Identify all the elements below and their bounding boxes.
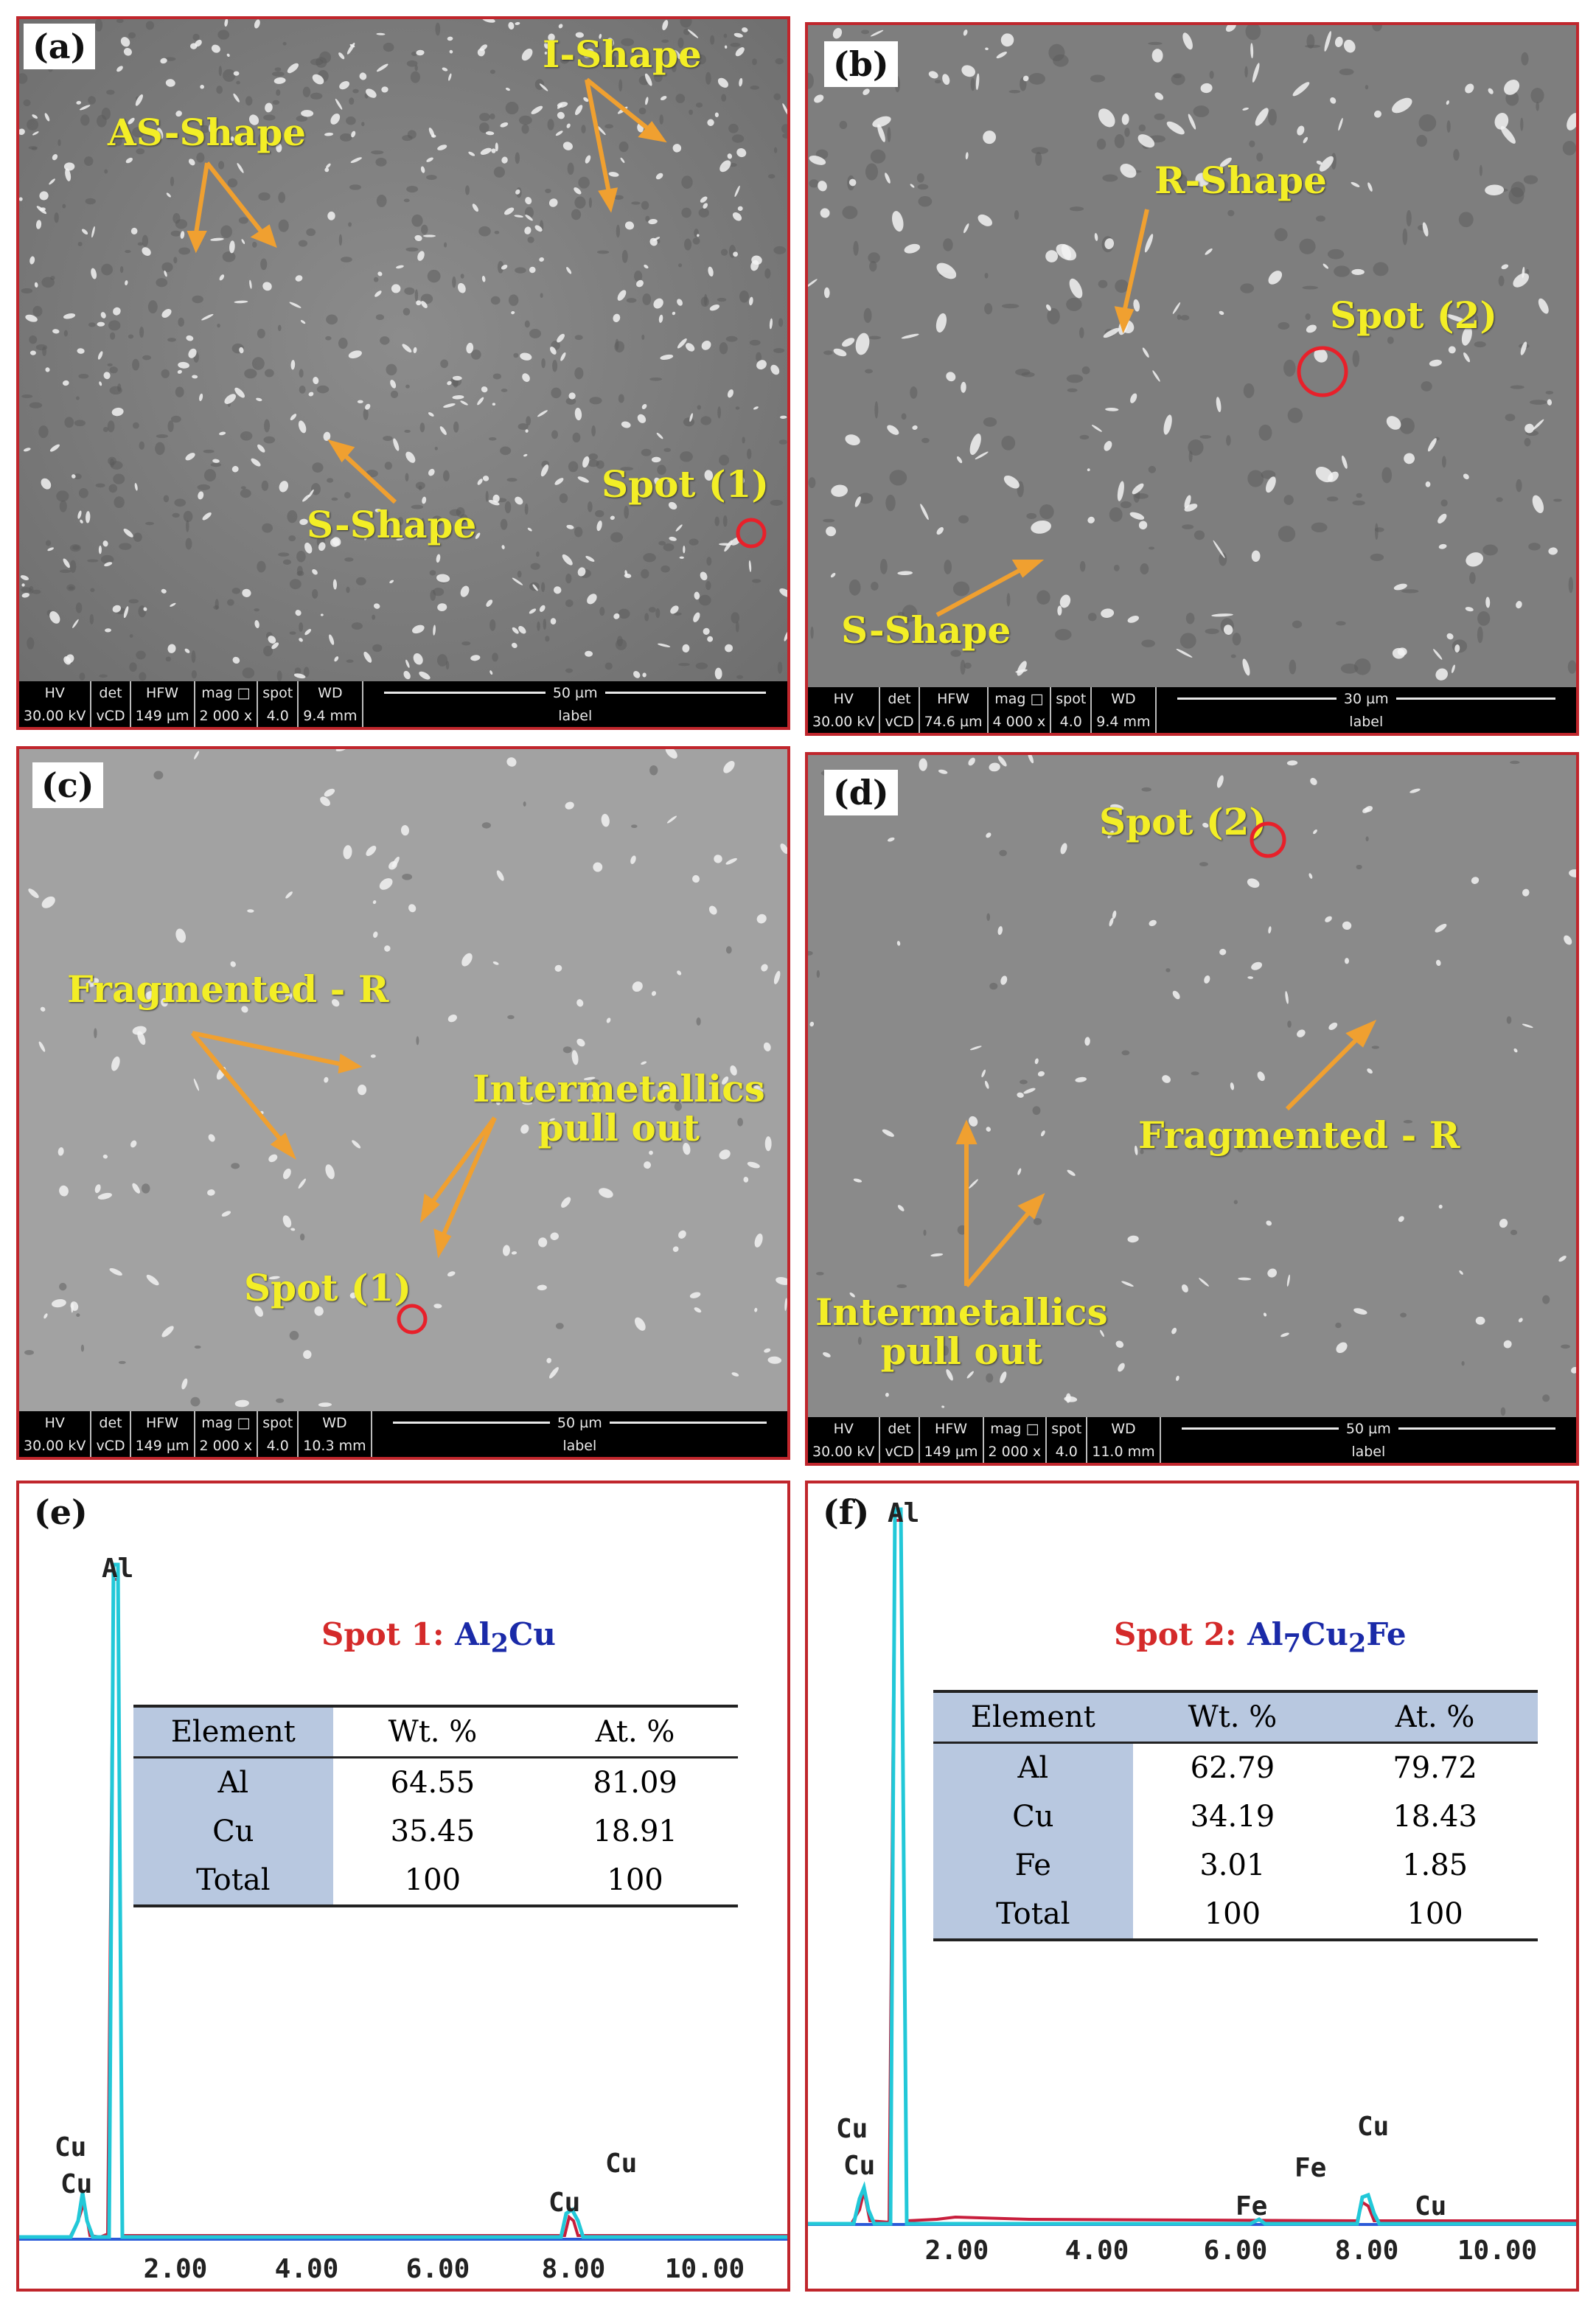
panel-b: (b) R-Shape Spot (2) S-Shape HV 30.00 kV … [805, 22, 1579, 736]
panel-d: (d) Spot (2) Fragmented - R Intermetalli… [805, 752, 1579, 1466]
annotation-fragmented-r-c: Fragmented - R [67, 967, 389, 1011]
x-tick-label: 2.00 [924, 2236, 989, 2266]
x-tick-label: 10.00 [664, 2254, 745, 2284]
peak-label-cu: Cu [55, 2132, 87, 2163]
table-header: Element [133, 1705, 333, 1758]
panel-label-f: (f) [814, 1489, 879, 1535]
annotation-spot-2: Spot (2) [1330, 293, 1498, 337]
panel-e: (e) Spot 1: Al2Cu Element Wt. % At. % Al… [16, 1481, 790, 2292]
panel-label-c: (c) [32, 762, 103, 808]
sem-image-d [808, 755, 1576, 1463]
eds-title-e: Spot 1: Al2Cu [321, 1616, 556, 1659]
peak-label-cu: Cu [605, 2149, 638, 2179]
databar-d: HV 30.00 kV det vCD HFW 149 µm mag □ 2 000 x… [808, 1417, 1576, 1463]
annotation-fragmented-r-d: Fragmented - R [1138, 1113, 1460, 1157]
annotation-i-shape: I-Shape [543, 32, 702, 76]
sem-image-c [19, 749, 787, 1457]
table-header: Element [933, 1690, 1133, 1744]
peak-label-al: Al [888, 1498, 920, 1528]
table-row: Al 64.55 81.09 [133, 1757, 738, 1807]
panel-label-d: (d) [824, 770, 898, 815]
table-row: Total 100 100 [133, 1856, 738, 1907]
x-tick-label: 2.00 [143, 2254, 208, 2284]
table-row: Cu 34.19 18.43 [933, 1792, 1538, 1841]
x-tick-label: 4.00 [1064, 2236, 1129, 2266]
table-header: At. % [1332, 1690, 1538, 1744]
panel-f: (f) Spot 2: Al7Cu2Fe Element Wt. % At. %… [805, 1481, 1579, 2292]
annotation-spot-1: Spot (1) [602, 462, 770, 506]
table-row: Total 100 100 [933, 1890, 1538, 1941]
peak-label-cu: Cu [1415, 2191, 1447, 2222]
annotation-s-shape: S-Shape [307, 503, 477, 546]
eds-title-f: Spot 2: Al7Cu2Fe [1114, 1616, 1407, 1659]
peak-label-cu: Cu [836, 2114, 868, 2144]
databar-a: HV 30.00 kV det vCD HFW 149 µm mag □ 2 000 x… [19, 681, 787, 727]
peak-label-cu: Cu [843, 2151, 876, 2181]
table-row: Fe 3.01 1.85 [933, 1841, 1538, 1890]
x-tick-label: 4.00 [274, 2254, 339, 2284]
peak-label-cu: Cu [548, 2188, 581, 2218]
annotation-s-shape-b: S-Shape [841, 608, 1011, 652]
table-row: Al 62.79 79.72 [933, 1742, 1538, 1792]
x-tick-label: 6.00 [405, 2254, 470, 2284]
databar-b: HV 30.00 kV det vCD HFW 74.6 µm mag □ 4 000 … [808, 687, 1576, 733]
annotation-as-shape: AS-Shape [108, 111, 307, 154]
table-header: Wt. % [332, 1705, 533, 1758]
annotation-intermetallics-c: Intermetallics pull out [473, 1067, 765, 1149]
peak-label-cu: Cu [1357, 2112, 1390, 2142]
panel-label-a: (a) [24, 24, 96, 69]
x-tick-label: 8.00 [541, 2254, 606, 2284]
x-tick-label: 6.00 [1203, 2236, 1268, 2266]
x-tick-label: 8.00 [1334, 2236, 1399, 2266]
peak-label-fe: Fe [1236, 2191, 1268, 2222]
annotation-spot-2-d: Spot (2) [1099, 800, 1267, 843]
annotation-r-shape: R-Shape [1154, 159, 1327, 202]
panel-c: (c) Fragmented - R Intermetallics pull ou… [16, 746, 790, 1460]
annotation-intermetallics-d: Intermetallics pull out [815, 1290, 1108, 1373]
annotation-spot-1-c: Spot (1) [244, 1266, 412, 1309]
table-row: Cu 35.45 18.91 [133, 1807, 738, 1856]
x-tick-label: 10.00 [1457, 2236, 1538, 2266]
panel-label-b: (b) [824, 41, 898, 87]
eds-table-f: Element Wt. % At. % Al 62.79 79.72 Cu 34.19… [933, 1690, 1538, 1941]
table-header: At. % [532, 1705, 738, 1758]
peak-label-cu: Cu [60, 2169, 93, 2199]
panel-label-e: (e) [25, 1489, 97, 1535]
peak-label-al: Al [102, 1554, 134, 1584]
eds-table-e: Element Wt. % At. % Al 64.55 81.09 Cu 35.45… [133, 1705, 738, 1907]
table-header: Wt. % [1132, 1690, 1333, 1744]
databar-c: HV 30.00 kV det vCD HFW 149 µm mag □ 2 000 x… [19, 1411, 787, 1457]
peak-label-fe: Fe [1294, 2153, 1327, 2183]
panel-a: (a) AS-Shape I-Shape S-Shape Spot (1) HV… [16, 16, 790, 730]
